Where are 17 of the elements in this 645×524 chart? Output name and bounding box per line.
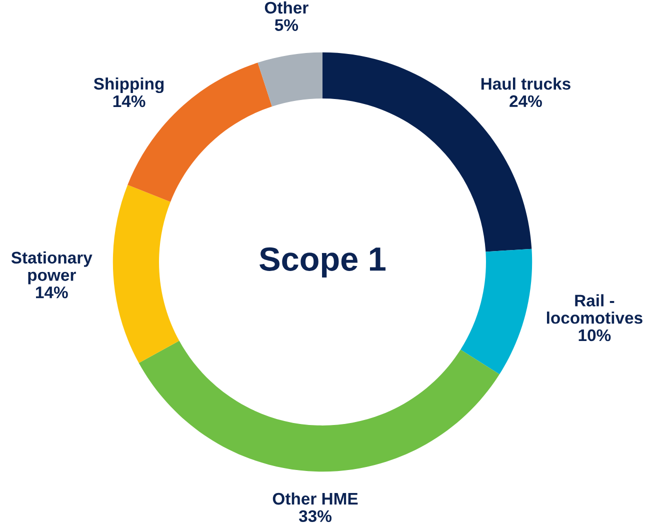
data-label: 5% [274, 19, 298, 31]
donut-slice [460, 248, 532, 374]
data-label: 14% [113, 95, 146, 108]
slice-label: Haul trucks [481, 77, 570, 90]
data-label: 33% [298, 510, 332, 522]
slice-label: Other [264, 1, 308, 14]
data-label: 14% [36, 286, 68, 298]
slice-label: Rail - locomotives [546, 294, 642, 324]
text: Scope 1 [260, 247, 386, 278]
data-label: 24% [510, 95, 542, 108]
data-label: 10% [578, 329, 611, 342]
slice-label: Other HME [272, 492, 358, 505]
donut-slice [138, 340, 500, 472]
donut-slice [258, 52, 322, 107]
donut-slice [112, 184, 180, 363]
slice-label: Stationary power [11, 251, 92, 284]
slice-label: Shipping [94, 77, 164, 94]
